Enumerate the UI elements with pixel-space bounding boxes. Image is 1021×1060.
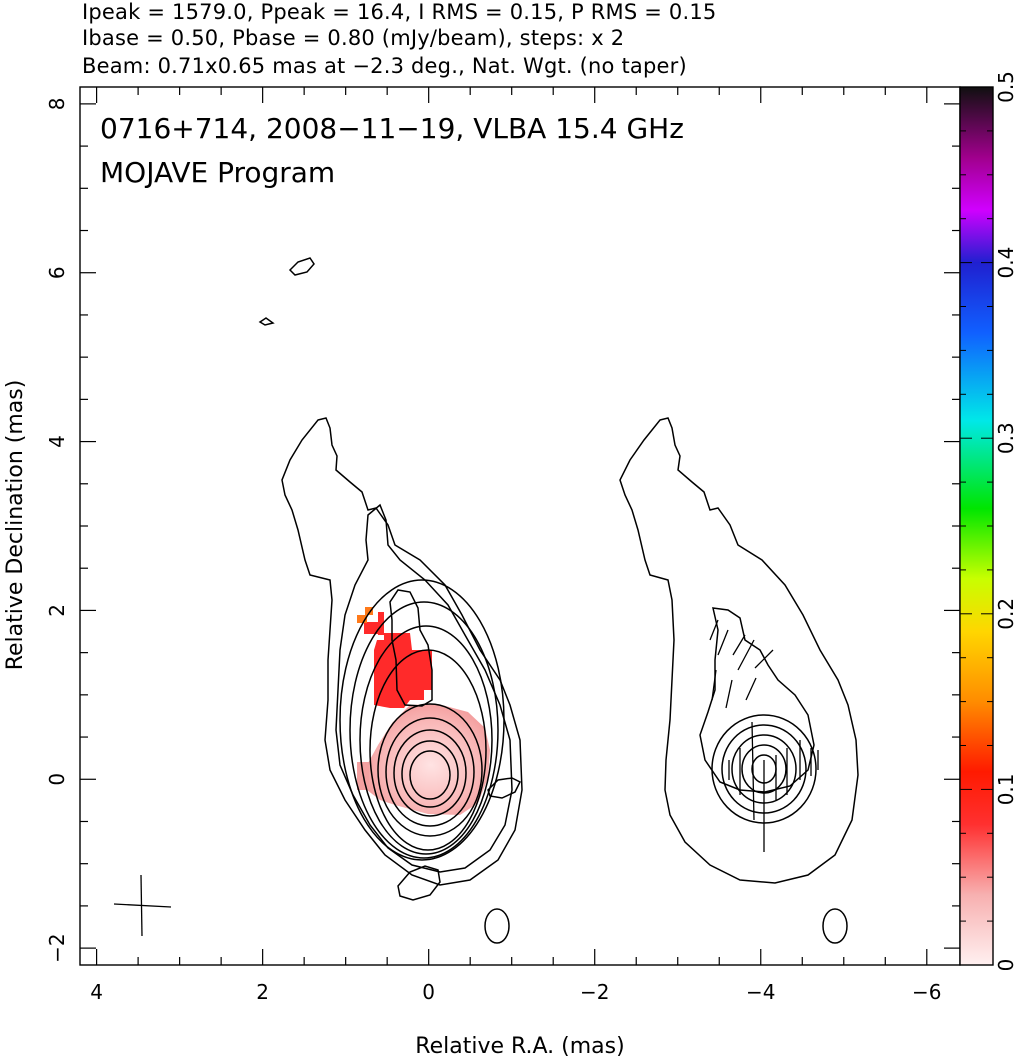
- x-tick-label: 0: [422, 980, 435, 1004]
- x-tick-label: −4: [746, 980, 775, 1004]
- right-contours: [619, 417, 859, 944]
- map-title: 0716+714, 2008−11−19, VLBA 15.4 GHz: [100, 112, 684, 145]
- beam-marker: [113, 874, 172, 937]
- x-tick-label: −6: [912, 980, 941, 1004]
- evpa-vectors: [709, 619, 819, 852]
- left-contours: [258, 257, 523, 944]
- colorbar-tick-label: 0.4: [994, 247, 1018, 279]
- x-tick-label: −2: [580, 980, 609, 1004]
- colorbar-tick-label: 0.3: [994, 422, 1018, 454]
- colorbar-tick-label: 0.5: [994, 71, 1018, 103]
- y-tick-label: 8: [45, 98, 69, 111]
- colorbar-tick-label: 0: [994, 959, 1018, 972]
- plot-frame: [79, 86, 961, 966]
- y-tick-labels: −2 0 2 4 6 8: [45, 98, 69, 963]
- colorbar-tick-label: 0.2: [994, 598, 1018, 630]
- y-tick-label: 0: [45, 773, 69, 786]
- polarization-color-map: [357, 607, 490, 815]
- header-line-3: Beam: 0.71x0.65 mas at −2.3 deg., Nat. W…: [82, 54, 687, 78]
- y-tick-label: 2: [45, 604, 69, 617]
- colorbar-tick-label: 0.1: [994, 773, 1018, 805]
- x-axis-ticks: [96, 87, 928, 965]
- x-axis-label: Relative R.A. (mas): [415, 1034, 624, 1059]
- y-tick-label: 4: [45, 435, 69, 448]
- x-tick-label: 2: [256, 980, 269, 1004]
- x-tick-labels: 4 2 0 −2 −4 −6: [90, 980, 941, 1004]
- colorbar-tick-labels: 0 0.1 0.2 0.3 0.4 0.5: [994, 71, 1018, 971]
- map-subtitle: MOJAVE Program: [100, 156, 335, 189]
- x-tick-label: 4: [90, 980, 103, 1004]
- colorbar-ticks: [960, 86, 993, 966]
- y-axis-label: Relative Declination (mas): [3, 380, 28, 671]
- y-axis-ticks: [80, 103, 960, 949]
- header-line-2: Ibase = 0.50, Pbase = 0.80 (mJy/beam), s…: [82, 26, 625, 50]
- header-line-1: Ipeak = 1579.0, Ppeak = 16.4, I RMS = 0.…: [82, 0, 717, 24]
- y-tick-label: 6: [45, 266, 69, 279]
- y-tick-label: −2: [45, 933, 69, 962]
